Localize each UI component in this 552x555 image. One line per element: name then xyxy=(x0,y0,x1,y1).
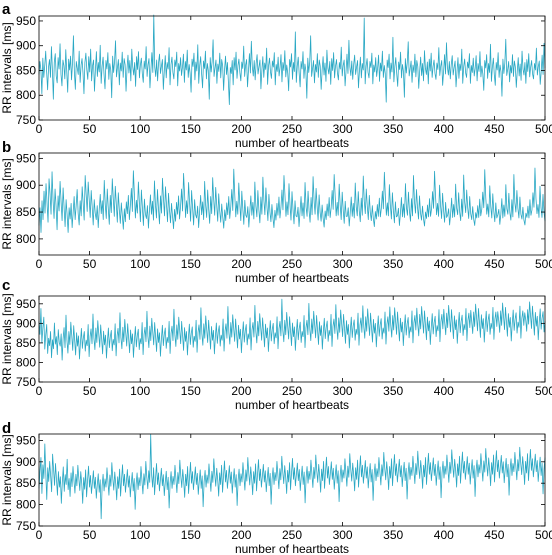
x-tick-label: 450 xyxy=(484,122,504,136)
y-axis-label: RR intervals [ms] xyxy=(0,293,14,384)
x-tick-label: 500 xyxy=(535,122,552,136)
x-tick-label: 400 xyxy=(434,528,454,542)
y-tick-label: 750 xyxy=(16,519,36,533)
x-axis-label: number of heartbeats xyxy=(235,398,349,412)
x-tick-label: 50 xyxy=(83,528,97,542)
x-tick-label: 300 xyxy=(333,122,353,136)
y-tick-label: 950 xyxy=(16,14,36,28)
y-tick-label: 900 xyxy=(16,455,36,469)
x-tick-label: 150 xyxy=(181,122,201,136)
x-tick-label: 50 xyxy=(83,122,97,136)
panel-b: b 0 50 100 150 200 250 300 350 400 450 500 800 850 900… xyxy=(0,139,552,285)
x-tick-label: 100 xyxy=(130,528,150,542)
y-axis-label: RR intervals [ms] xyxy=(0,22,14,113)
y-tick-label: 800 xyxy=(16,498,36,512)
y-tick-label: 850 xyxy=(16,205,36,219)
x-tick-label: 500 xyxy=(535,384,552,398)
y-tick-label: 800 xyxy=(16,355,36,369)
y-tick-label: 750 xyxy=(16,375,36,389)
x-tick-label: 400 xyxy=(434,257,454,271)
panel-d: d 0 50 100 150 200 250 300 350 400 450 500 750 800 850… xyxy=(0,420,552,555)
y-axis-label: RR intervals [ms] xyxy=(0,434,14,525)
x-tick-label: 0 xyxy=(36,528,43,542)
y-tick-label: 950 xyxy=(16,151,36,165)
x-tick-label: 250 xyxy=(282,384,302,398)
x-tick-label: 100 xyxy=(130,257,150,271)
x-tick-label: 350 xyxy=(383,384,403,398)
x-tick-label: 100 xyxy=(130,384,150,398)
y-tick-label: 800 xyxy=(16,88,36,102)
x-tick-label: 300 xyxy=(333,257,353,271)
panel-label: c xyxy=(2,277,10,294)
x-tick-label: 300 xyxy=(333,384,353,398)
y-tick-label: 900 xyxy=(16,316,36,330)
x-tick-label: 400 xyxy=(434,122,454,136)
x-tick-label: 150 xyxy=(181,384,201,398)
y-axis-label: RR intervals [ms] xyxy=(0,158,14,249)
x-tick-label: 250 xyxy=(282,122,302,136)
x-tick-label: 500 xyxy=(535,257,552,271)
x-tick-label: 100 xyxy=(130,122,150,136)
x-tick-label: 200 xyxy=(231,257,251,271)
x-tick-label: 0 xyxy=(36,122,43,136)
x-tick-label: 50 xyxy=(83,257,97,271)
y-tick-label: 750 xyxy=(16,113,36,127)
y-tick-label: 800 xyxy=(16,232,36,246)
y-tick-label: 900 xyxy=(16,39,36,53)
panel-a: a 0 50 100 150 200 250 300 350 400 450 500 750 800 850… xyxy=(0,1,552,150)
y-tick-label: 950 xyxy=(16,433,36,447)
x-tick-label: 300 xyxy=(333,528,353,542)
x-tick-label: 250 xyxy=(282,528,302,542)
x-tick-label: 150 xyxy=(181,257,201,271)
x-axis-label: number of heartbeats xyxy=(235,271,349,285)
x-tick-label: 150 xyxy=(181,528,201,542)
x-tick-label: 350 xyxy=(383,528,403,542)
x-tick-label: 400 xyxy=(434,384,454,398)
x-tick-label: 250 xyxy=(282,257,302,271)
series-line xyxy=(38,434,546,520)
panel-label: b xyxy=(2,139,11,156)
x-tick-label: 0 xyxy=(36,384,43,398)
x-tick-label: 450 xyxy=(484,528,504,542)
x-tick-label: 200 xyxy=(231,122,251,136)
y-tick-label: 850 xyxy=(16,63,36,77)
x-tick-label: 200 xyxy=(231,384,251,398)
x-axis-label: number of heartbeats xyxy=(235,136,349,150)
x-tick-label: 200 xyxy=(231,528,251,542)
x-tick-label: 450 xyxy=(484,384,504,398)
x-tick-label: 450 xyxy=(484,257,504,271)
x-axis-label: number of heartbeats xyxy=(235,542,349,555)
panel-c: c 0 50 100 150 200 250 300 350 400 450 500 750 800 850… xyxy=(0,277,552,412)
panel-label: d xyxy=(2,420,11,437)
y-tick-label: 850 xyxy=(16,336,36,350)
x-tick-label: 0 xyxy=(36,257,43,271)
x-tick-label: 350 xyxy=(383,122,403,136)
series-line xyxy=(38,167,546,233)
x-tick-label: 350 xyxy=(383,257,403,271)
y-tick-label: 900 xyxy=(16,178,36,192)
series-line xyxy=(38,298,546,361)
panel-label: a xyxy=(2,1,11,18)
y-tick-label: 950 xyxy=(16,297,36,311)
series-line xyxy=(38,14,546,106)
plot-frame xyxy=(38,433,546,527)
y-tick-label: 850 xyxy=(16,476,36,490)
x-tick-label: 50 xyxy=(83,384,97,398)
x-tick-label: 500 xyxy=(535,528,552,542)
